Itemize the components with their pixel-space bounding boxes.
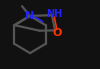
- Text: NH: NH: [46, 10, 63, 19]
- Text: N: N: [25, 11, 34, 20]
- Text: O: O: [53, 28, 62, 38]
